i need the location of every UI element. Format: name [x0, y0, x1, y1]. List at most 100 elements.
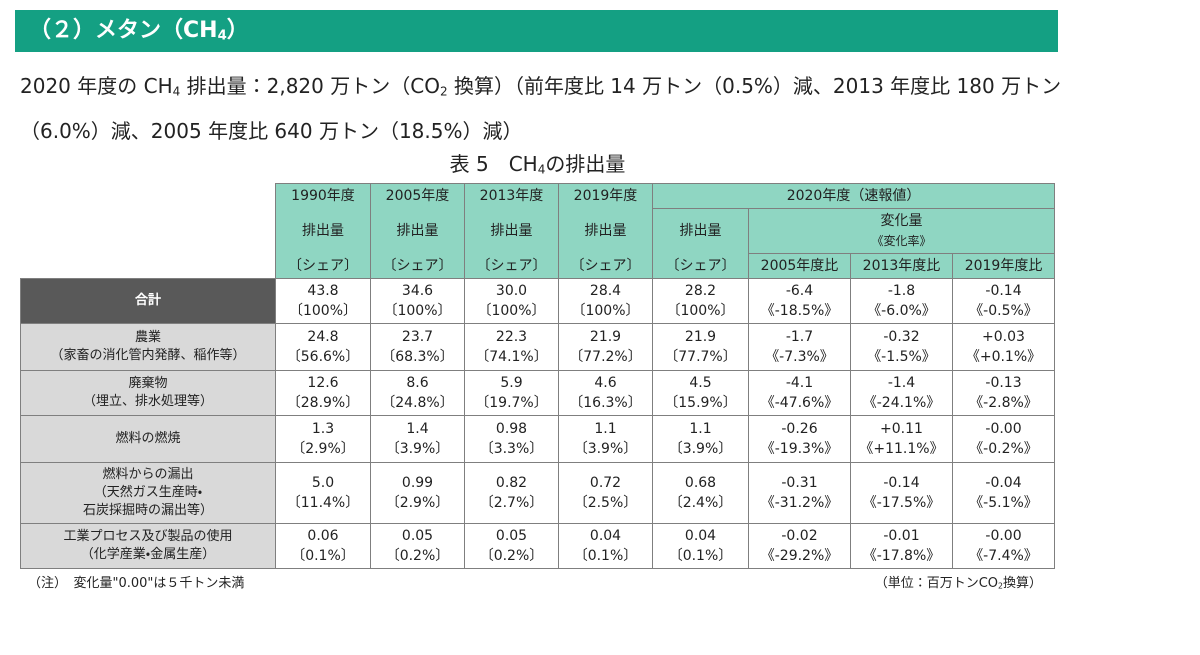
table-cell: 0.98 〔3.3%〕 — [464, 415, 559, 463]
share-value: 〔16.3%〕 — [569, 395, 642, 411]
table-cell — [20, 183, 276, 279]
amount-value: -6.4 — [785, 283, 814, 299]
amount-value: 1.4 — [406, 421, 429, 437]
table-row: 排出量 排出量 排出量 排出量 排出量 変化量 《変化率》 — [21, 208, 1056, 254]
share-value: 〔56.6%〕 — [286, 349, 360, 365]
amount-value: 0.72 — [589, 475, 622, 491]
table-row: 農業 （家畜の消化管内発酵、稲作等） 24.8 〔56.6%〕 23.7 〔68.3%〕 2… — [20, 323, 1056, 371]
subscript: 4 — [217, 28, 227, 44]
text: の排出量 — [545, 152, 626, 176]
table-cell: +0.11 《+11.1%》 — [850, 415, 953, 463]
table-cell: 1.3 〔2.9%〕 — [275, 415, 371, 463]
row-label: 燃料の燃焼 — [115, 431, 181, 446]
table-cell: -1.4 《-24.1%》 — [850, 370, 953, 416]
unit: （単位：百万トンCO2換算） — [875, 572, 1042, 591]
table-cell: -0.26 《-19.3%》 — [748, 415, 851, 463]
amount-value: 4.6 — [594, 375, 617, 391]
table-cell: -4.1 《-47.6%》 — [748, 370, 851, 416]
table-cell: 43.8 〔100%〕 — [275, 278, 371, 324]
share-value: 〔15.9%〕 — [664, 395, 737, 411]
table-cell: 2019年度比 — [951, 253, 1056, 279]
table-cell: 0.72 〔2.5%〕 — [558, 462, 653, 524]
table-cell: 0.05 〔0.2%〕 — [370, 523, 465, 569]
row-label: （天然ガス生産時・ — [93, 485, 203, 500]
share-value: 《-0.5%》 — [969, 303, 1038, 319]
table-cell: 1.1 〔3.9%〕 — [652, 415, 749, 463]
amount-value: 43.8 — [307, 283, 339, 299]
amount-value: 8.6 — [406, 375, 429, 391]
share-value: 〔19.7%〕 — [475, 395, 548, 411]
share-value: 《-17.5%》 — [862, 495, 941, 511]
table-cell: 21.9 〔77.2%〕 — [558, 323, 653, 371]
table-cell: 2013年度 — [464, 183, 559, 209]
amount-value: 0.82 — [495, 475, 528, 491]
share-value: 《-17.8%》 — [862, 548, 941, 564]
amount-value: +0.11 — [880, 421, 923, 437]
amount-value: 0.99 — [401, 475, 434, 491]
share-value: 《-6.0%》 — [867, 303, 936, 319]
table-cell: -0.13 《-2.8%》 — [951, 370, 1056, 416]
table-cell: 合計 — [20, 278, 276, 324]
text: ） — [226, 18, 249, 43]
amount-value: 1.1 — [689, 421, 712, 437]
table-cell: -0.00 《-0.2%》 — [951, 415, 1056, 463]
table-cell: 5.9 〔19.7%〕 — [464, 370, 559, 416]
table-cell: 1.1 〔3.9%〕 — [558, 415, 653, 463]
share-value: 《-2.8%》 — [969, 395, 1038, 411]
table-cell: 28.2 〔100%〕 — [652, 278, 749, 324]
amount-value: 0.04 — [684, 528, 717, 544]
row-label: 燃料からの漏出 — [102, 467, 194, 482]
table-cell: -0.01 《-17.8%》 — [850, 523, 953, 569]
change-rate-label: 《変化率》 — [871, 234, 932, 248]
share-value: 〔2.9%〕 — [385, 495, 450, 511]
table-cell: 2019年度 — [558, 183, 653, 209]
table-cell: 2005年度比 — [748, 253, 851, 279]
table-cell: 〔シェア〕 — [275, 253, 371, 279]
amount-value: -0.00 — [985, 528, 1022, 544]
table-cell: 廃棄物 （埋立、排水処理等） — [20, 370, 276, 416]
text: 2020 年度の CH — [20, 74, 173, 98]
table-row: 燃料の燃焼 1.3 〔2.9%〕 1.4 〔3.9%〕 0.98 〔3.3%〕 1.1 〔3.9… — [20, 415, 1056, 463]
section-title: （２）メタン（CH4） — [15, 10, 1058, 52]
share-value: 〔0.1%〕 — [668, 548, 733, 564]
amount-value: 0.04 — [589, 528, 622, 544]
table-cell: 0.04 〔0.1%〕 — [652, 523, 749, 569]
amount-value: -0.02 — [781, 528, 818, 544]
table-cell: -0.04 《-5.1%》 — [951, 462, 1056, 524]
share-value: 〔0.1%〕 — [291, 548, 355, 564]
subscript: 2 — [998, 581, 1003, 591]
amount-value: 12.6 — [307, 375, 339, 391]
table-cell: 2020年度（速報値） — [651, 183, 1056, 209]
share-value: 《-1.5%》 — [867, 349, 936, 365]
amount-value: -0.31 — [781, 475, 818, 491]
row-label: （化学産業・金属生産） — [80, 547, 216, 562]
amount-value: -0.26 — [781, 421, 818, 437]
share-value: 〔11.4%〕 — [286, 495, 360, 511]
share-value: 〔74.1%〕 — [475, 349, 548, 365]
amount-value: -1.8 — [887, 283, 916, 299]
note: （注） 変化量"0.00"は５千トン未満 — [28, 576, 245, 591]
table-cell: 0.06 〔0.1%〕 — [275, 523, 371, 569]
row-label: 工業プロセス及び製品の使用 — [63, 529, 233, 544]
amount-value: -0.14 — [985, 283, 1022, 299]
share-value: 〔100%〕 — [571, 303, 640, 319]
amount-value: 23.7 — [401, 329, 434, 345]
amount-value: 34.6 — [401, 283, 434, 299]
share-value: 〔77.7%〕 — [664, 349, 737, 365]
table-cell: 〔シェア〕 — [652, 253, 749, 279]
row-label: 廃棄物 — [128, 376, 168, 391]
table-cell: 28.4 〔100%〕 — [558, 278, 653, 324]
share-value: 〔3.9%〕 — [573, 441, 638, 457]
amount-value: 0.98 — [495, 421, 528, 437]
share-value: 《-24.1%》 — [862, 395, 941, 411]
table-cell: 1990年度 — [275, 183, 371, 209]
share-value: 《-5.1%》 — [969, 495, 1038, 511]
text: 排出量：2,820 万トン（CO — [180, 74, 440, 98]
amount-value: 0.05 — [401, 528, 434, 544]
table-cell: 燃料の燃焼 — [20, 415, 276, 463]
amount-value: -0.13 — [985, 375, 1022, 391]
table-caption: 表 5 CH4の排出量 — [0, 148, 1075, 177]
amount-value: -0.01 — [883, 528, 920, 544]
share-value: 〔100%〕 — [383, 303, 452, 319]
table-cell: 24.8 〔56.6%〕 — [275, 323, 371, 371]
